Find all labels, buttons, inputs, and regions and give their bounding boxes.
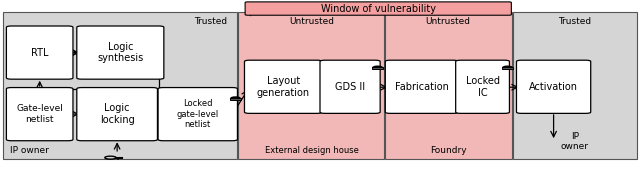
FancyBboxPatch shape [516,60,591,113]
Text: Trusted: Trusted [558,17,591,26]
Text: RTL: RTL [31,48,49,58]
Text: Logic
locking: Logic locking [100,103,134,125]
Bar [238,12,384,159]
Text: Fabrication: Fabrication [395,82,449,92]
FancyBboxPatch shape [6,88,73,141]
Bar [372,67,383,69]
Text: Gate-level
netlist: Gate-level netlist [16,104,63,124]
FancyBboxPatch shape [158,88,237,141]
Text: GDS II: GDS II [335,82,365,92]
Bar [3,12,237,159]
Text: External design house: External design house [265,146,358,155]
FancyBboxPatch shape [245,2,511,15]
FancyBboxPatch shape [385,60,458,113]
FancyBboxPatch shape [77,26,164,79]
Bar [385,12,512,159]
Text: Logic
synthesis: Logic synthesis [97,42,143,63]
FancyBboxPatch shape [244,60,322,113]
Text: Trusted: Trusted [194,17,227,26]
FancyBboxPatch shape [456,60,509,113]
Text: Window of vulnerability: Window of vulnerability [321,4,436,14]
Text: IP owner: IP owner [10,146,49,155]
FancyBboxPatch shape [6,26,73,79]
FancyBboxPatch shape [320,60,380,113]
Text: Foundry: Foundry [429,146,467,155]
FancyBboxPatch shape [77,88,157,141]
Bar [502,67,513,69]
Text: Layout
generation: Layout generation [257,76,310,98]
Text: Locked
gate-level
netlist: Locked gate-level netlist [177,99,219,129]
Bar [230,98,241,100]
Text: Locked
IC: Locked IC [465,76,500,98]
Bar [513,12,637,159]
Text: Untrusted: Untrusted [426,17,470,26]
Text: Activation: Activation [529,82,578,92]
Text: IP
owner: IP owner [561,132,589,151]
Text: Untrusted: Untrusted [289,17,334,26]
